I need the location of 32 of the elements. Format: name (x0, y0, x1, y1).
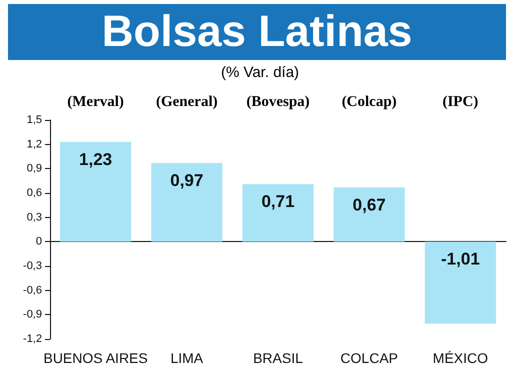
y-tick-label: 0,9 (26, 162, 42, 175)
data-label: 0,67 (352, 195, 386, 214)
data-label: 0,71 (261, 192, 295, 212)
y-tick-label: 1,5 (26, 114, 42, 126)
bar (424, 242, 496, 324)
x-tick-label: MÉXICO (432, 350, 488, 366)
chart-subtitle: (% Var. día) (220, 64, 300, 81)
bar (242, 184, 314, 242)
chart-title: Bolsas Latinas (8, 4, 506, 60)
bar (334, 187, 405, 242)
y-tick-label: -0,3 (23, 260, 42, 272)
x-tick-label: COLCAP (340, 350, 398, 366)
y-tick-label: 0 (36, 236, 42, 248)
text: (Colcap) (342, 94, 397, 111)
text: (Merval) (67, 94, 124, 111)
x-tick-label: BUENOS AIRES (43, 350, 148, 366)
y-tick-label: -0,9 (23, 308, 42, 321)
y-tick-label: 0,6 (26, 187, 42, 199)
y-tick-label: 0,3 (26, 211, 42, 224)
y-tick-label: -1,2 (23, 333, 42, 345)
y-tick-label: 1,2 (26, 138, 42, 150)
data-label: -1,01 (441, 250, 480, 269)
text: (IPC) (442, 94, 478, 111)
bar (151, 162, 222, 242)
data-label: 1,23 (79, 150, 112, 169)
bar (60, 142, 132, 242)
text: (Bovespa) (246, 94, 310, 111)
data-label: 0,97 (170, 170, 204, 190)
x-tick-label: LIMA (170, 350, 204, 366)
text: (General) (156, 94, 218, 111)
x-tick-label: BRASIL (253, 350, 304, 366)
y-tick-label: -0,6 (23, 284, 42, 296)
